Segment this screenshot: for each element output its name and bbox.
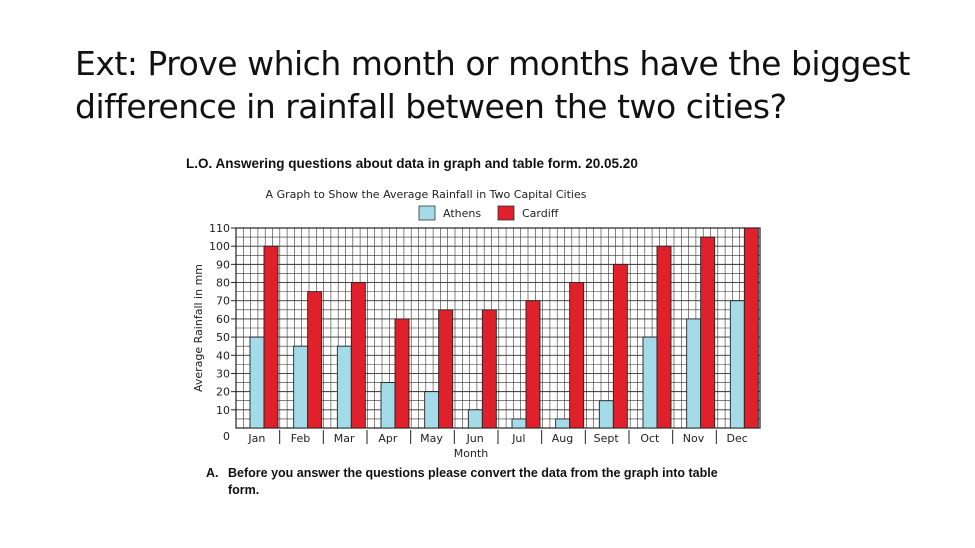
legend-label-cardiff: Cardiff: [522, 207, 559, 220]
x-tick-label: Jun: [466, 432, 484, 445]
y-tick-label: 0: [223, 430, 230, 443]
chart-title: A Graph to Show the Average Rainfall in …: [266, 188, 587, 201]
y-tick-label: 90: [216, 258, 230, 271]
y-axis-label: Average Rainfall in mm: [192, 264, 205, 392]
bar-athens-may: [424, 391, 440, 429]
y-tick-label: 10: [216, 404, 230, 417]
bar-athens-aug: [555, 418, 571, 429]
bar-athens-jun: [467, 409, 483, 429]
bar-cardiff-dec: [743, 227, 759, 429]
note-label: A.: [206, 466, 219, 480]
y-tick-label: 20: [216, 386, 230, 399]
y-tick-label: 50: [216, 331, 230, 344]
x-tick-label: Nov: [683, 432, 705, 445]
bar-athens-jul: [511, 418, 527, 429]
instruction-note: A. Before you answer the questions please…: [206, 465, 806, 499]
x-tick-label: Dec: [727, 432, 748, 445]
y-axis-ticks: 0 10 20 30 40 50 60 70 80 90 100 110: [209, 222, 236, 443]
bar-athens-nov: [686, 318, 702, 429]
y-tick-label: 60: [216, 313, 230, 326]
x-tick-label: Sept: [594, 432, 620, 445]
learning-objective: L.O. Answering questions about data in g…: [186, 156, 638, 171]
note-line-2: form.: [228, 483, 260, 497]
x-tick-label: Apr: [378, 432, 398, 445]
y-tick-label: 40: [216, 349, 230, 362]
bar-athens-jan: [249, 336, 265, 429]
bar-cardiff-aug: [569, 282, 585, 429]
bar-athens-apr: [380, 382, 396, 429]
slide-title-line-2: difference in rainfall between the two c…: [75, 87, 787, 126]
rainfall-bar-chart: A Graph to Show the Average Rainfall in …: [192, 188, 761, 460]
note-line-1: Before you answer the questions please c…: [228, 466, 718, 480]
x-tick-label: Mar: [334, 432, 355, 445]
x-tick-label: Feb: [291, 432, 310, 445]
slide-title-line-1: Ext: Prove which month or months have th…: [75, 44, 910, 83]
bar-cardiff-sept: [612, 263, 628, 429]
x-tick-label: Jul: [511, 432, 525, 445]
bar-athens-feb: [293, 345, 309, 429]
legend-swatch-cardiff: [497, 205, 515, 221]
bar-cardiff-apr: [394, 318, 410, 429]
bar-cardiff-mar: [350, 282, 366, 429]
bar-athens-sept: [598, 400, 614, 429]
bar-cardiff-nov: [700, 236, 716, 429]
x-axis-ticks: Jan Feb Mar Apr May Jun Jul Aug Sept Oct Nov Dec: [247, 430, 748, 445]
x-tick-label: May: [420, 432, 443, 445]
legend-label-athens: Athens: [443, 207, 481, 220]
bar-cardiff-may: [438, 309, 454, 429]
bar-cardiff-oct: [656, 245, 672, 429]
y-tick-label: 110: [209, 222, 230, 235]
plot-border: [235, 227, 761, 429]
chart-container: A Graph to Show the Average Rainfall in …: [180, 182, 780, 464]
chart-bars: [249, 227, 759, 429]
bar-cardiff-feb: [307, 291, 323, 429]
x-tick-label: Oct: [640, 432, 660, 445]
x-tick-label: Jan: [247, 432, 265, 445]
bar-cardiff-jan: [263, 245, 279, 429]
bar-cardiff-jul: [525, 300, 541, 429]
x-axis-label: Month: [454, 447, 489, 460]
bar-athens-oct: [642, 336, 658, 429]
legend-swatch-athens: [418, 205, 436, 221]
legend: Athens Cardiff: [418, 205, 559, 221]
bar-cardiff-jun: [481, 309, 497, 429]
slide-title: Ext: Prove which month or months have th…: [75, 42, 955, 128]
bar-athens-mar: [336, 345, 352, 429]
y-tick-label: 30: [216, 367, 230, 380]
y-tick-label: 80: [216, 277, 230, 290]
x-tick-label: Aug: [552, 432, 573, 445]
bar-athens-dec: [729, 300, 745, 429]
y-tick-label: 100: [209, 240, 230, 253]
y-tick-label: 70: [216, 295, 230, 308]
